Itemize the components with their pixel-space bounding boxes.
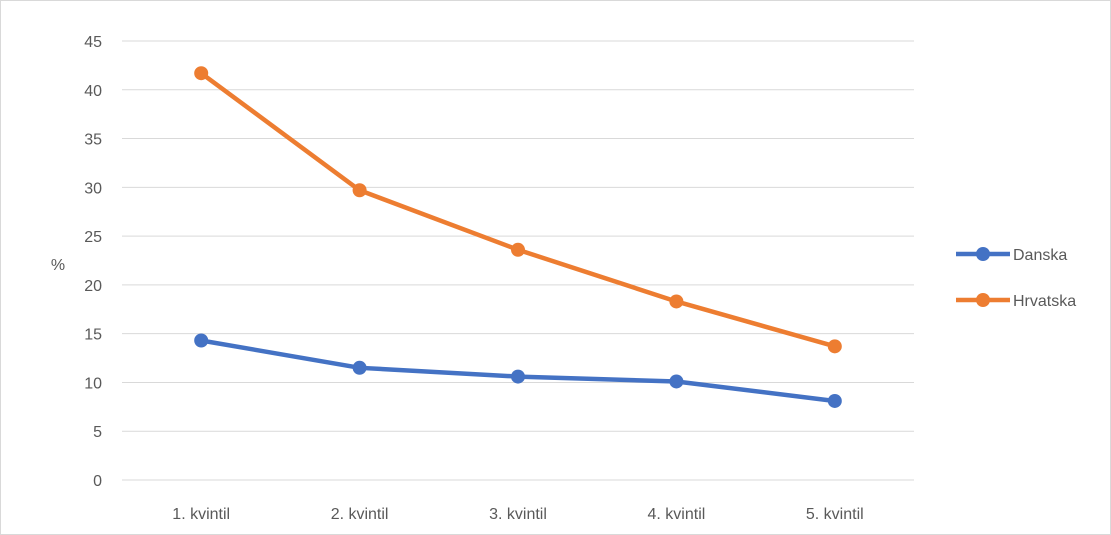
x-tick-label-2: 2. kvintil [331, 506, 389, 523]
y-tick-label-30: 30 [84, 180, 102, 197]
data-point-hrvatska-3 [511, 242, 525, 257]
y-tick-label-20: 20 [84, 278, 102, 295]
series-layer [194, 66, 842, 408]
y-axis-title: % [51, 257, 65, 274]
data-point-hrvatska-1 [194, 66, 209, 81]
x-axis-ticks: 1. kvintil 2. kvintil 3. kvintil 4. kvintil… [172, 506, 863, 523]
legend-label: Hrvatska [1013, 293, 1076, 310]
data-point-danska-4 [669, 374, 684, 389]
y-tick-label-45: 45 [84, 34, 102, 51]
x-tick-label-3: 3. kvintil [489, 506, 547, 523]
y-tick-label-40: 40 [84, 83, 102, 100]
x-tick-label-1: 1. kvintil [172, 506, 230, 523]
legend-item-hrvatska: Hrvatska [956, 293, 1076, 310]
y-tick-label-25: 25 [84, 229, 102, 246]
data-point-danska-5 [827, 393, 842, 408]
x-tick-label-4: 4. kvintil [648, 506, 706, 523]
legend: Danska Hrvatska [956, 247, 1076, 310]
legend-swatch-marker [976, 247, 990, 261]
series-line-hrvatska [198, 70, 838, 349]
legend-swatch-marker [976, 293, 990, 307]
data-point-danska-1 [194, 333, 209, 348]
legend-label: Danska [1013, 247, 1067, 264]
series-hrvatska [194, 66, 842, 354]
y-tick-label-0: 0 [93, 473, 102, 490]
x-tick-label-5: 5. kvintil [806, 506, 864, 523]
series-danska [194, 333, 842, 408]
gridlines [122, 40, 914, 432]
y-axis-ticks: 0 5 10 15 20 25 30 35 40 45 [84, 34, 102, 490]
data-point-hrvatska-2 [352, 183, 367, 198]
y-tick-label-10: 10 [84, 375, 102, 392]
legend-item-danska: Danska [956, 247, 1067, 264]
data-point-hrvatska-5 [827, 339, 842, 354]
y-tick-label-35: 35 [84, 132, 102, 149]
y-tick-label-5: 5 [93, 424, 102, 441]
data-point-danska-2 [352, 360, 367, 375]
y-tick-label-15: 15 [84, 327, 102, 344]
data-point-danska-3 [511, 369, 525, 384]
data-point-hrvatska-4 [669, 294, 684, 309]
